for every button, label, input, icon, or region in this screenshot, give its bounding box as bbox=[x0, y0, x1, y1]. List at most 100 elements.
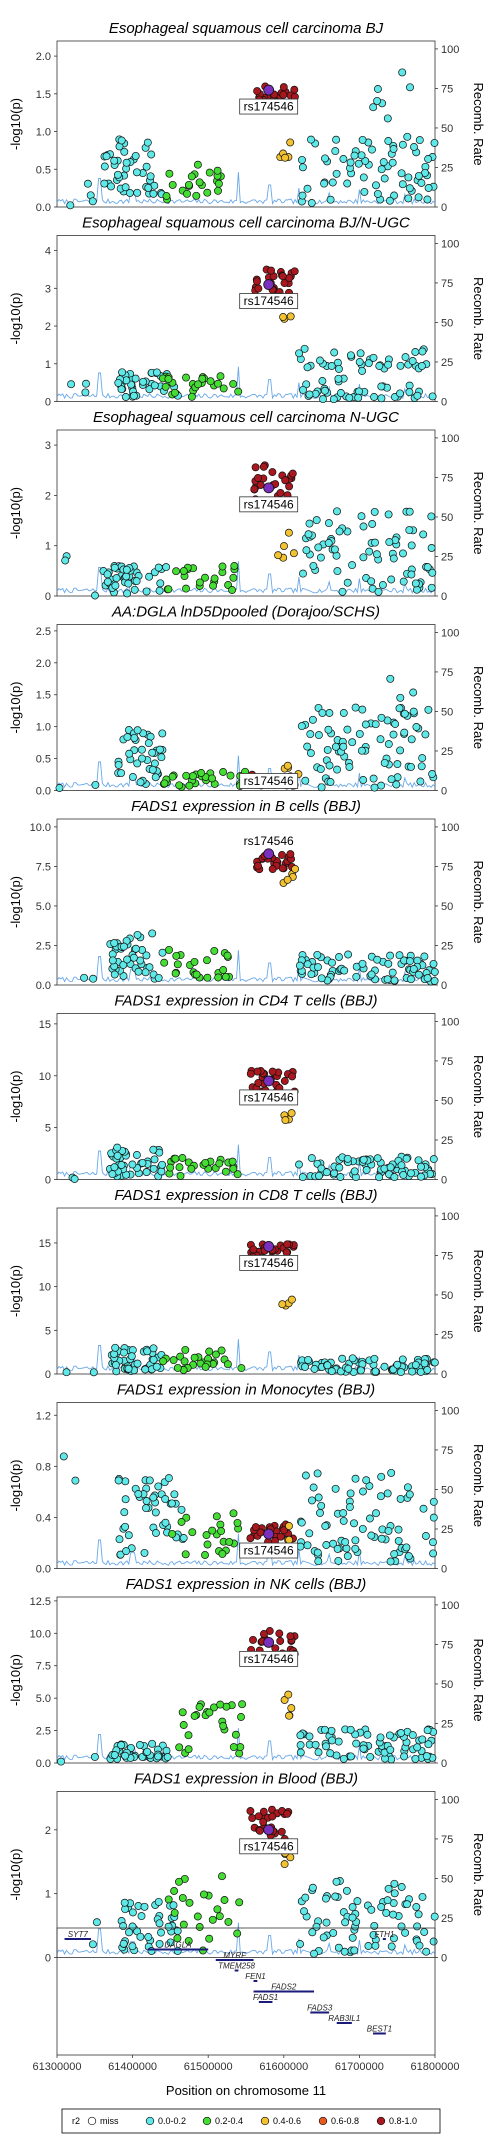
y2-tick-label: 75 bbox=[441, 1834, 453, 1846]
y2-tick-label: 25 bbox=[441, 1913, 453, 1925]
snp-point bbox=[117, 136, 126, 145]
snp-point bbox=[59, 1452, 68, 1461]
snp-point bbox=[343, 725, 352, 734]
snp-point bbox=[429, 1538, 437, 1547]
snp-point bbox=[326, 778, 335, 786]
snp-point bbox=[309, 1483, 318, 1492]
snp-point bbox=[372, 550, 381, 559]
snp-point bbox=[396, 1494, 405, 1503]
snp-point bbox=[412, 1903, 421, 1911]
snp-point bbox=[173, 1363, 182, 1372]
snp-point bbox=[380, 758, 389, 767]
snp-point bbox=[424, 155, 433, 163]
snp-point bbox=[334, 374, 343, 383]
snp-point bbox=[165, 169, 174, 178]
snp-point bbox=[280, 1860, 289, 1869]
y-tick-label: 0.8 bbox=[36, 1461, 51, 1473]
snp-point bbox=[156, 579, 165, 588]
snp-point bbox=[206, 377, 215, 386]
snp-point bbox=[236, 1743, 245, 1752]
snp-point bbox=[314, 1493, 323, 1502]
snp-point bbox=[113, 1143, 122, 1152]
snp-point bbox=[259, 1817, 268, 1826]
snp-point bbox=[284, 1690, 293, 1699]
snp-point bbox=[183, 189, 191, 198]
y2-axis-label: Recomb. Rate bbox=[471, 82, 486, 165]
snp-point bbox=[331, 1484, 340, 1493]
y2-tick-label: 100 bbox=[441, 1794, 459, 1806]
snp-point bbox=[233, 1929, 242, 1938]
snp-point bbox=[303, 960, 312, 969]
snp-point bbox=[401, 1928, 410, 1937]
snp-point bbox=[371, 720, 380, 729]
snp-point bbox=[194, 380, 202, 389]
snp-point bbox=[142, 162, 151, 171]
snp-point bbox=[407, 735, 416, 744]
snp-point bbox=[296, 1741, 305, 1750]
y2-tick-label: 0 bbox=[441, 397, 447, 409]
snp-point bbox=[401, 353, 410, 362]
legend-label: miss bbox=[100, 2116, 119, 2126]
snp-point bbox=[303, 184, 312, 193]
snp-point bbox=[400, 1752, 409, 1761]
snp-point bbox=[331, 742, 340, 751]
snp-point bbox=[386, 1745, 395, 1754]
gene-best1-label: BEST1 bbox=[367, 2025, 392, 2034]
snp-point bbox=[173, 1934, 182, 1943]
recombination-rate-line bbox=[56, 366, 436, 400]
y-axis-label: -log10(p) bbox=[8, 1265, 23, 1317]
snp-point bbox=[348, 1933, 357, 1942]
snp-point bbox=[156, 745, 164, 754]
snp-point bbox=[353, 1897, 362, 1906]
y2-tick-label: 25 bbox=[441, 1718, 453, 1730]
snp-point bbox=[160, 958, 169, 967]
snp-point bbox=[394, 1525, 403, 1534]
snp-point bbox=[195, 178, 204, 187]
y2-tick-label: 0 bbox=[441, 1953, 447, 1965]
snp-point bbox=[286, 1632, 295, 1641]
y-tick-label: 1 bbox=[45, 359, 51, 371]
legend-items: miss 0.0-0.2 0.2-0.4 0.4-0.6 0.6-0.8 0.8-1.0 bbox=[87, 2116, 417, 2126]
snp-point bbox=[334, 364, 343, 373]
snp-point bbox=[125, 1928, 133, 1937]
snp-point bbox=[307, 199, 316, 207]
snp-point bbox=[219, 1722, 228, 1730]
lead-snp-label: rs174546 bbox=[244, 1839, 294, 1853]
snp-point bbox=[331, 147, 340, 156]
snp-point bbox=[138, 754, 146, 763]
snp-point bbox=[131, 151, 140, 160]
snp-point bbox=[176, 1171, 185, 1180]
panel-frame bbox=[56, 429, 436, 597]
snp-point bbox=[296, 1731, 305, 1740]
snp-point bbox=[119, 972, 128, 980]
snp-point bbox=[408, 1731, 417, 1740]
snp-point bbox=[225, 1537, 234, 1546]
snp-point bbox=[124, 579, 133, 588]
snp-point bbox=[380, 174, 389, 183]
snp-point bbox=[406, 83, 414, 92]
snp-point bbox=[117, 769, 126, 778]
snp-point bbox=[182, 584, 190, 593]
snp-point bbox=[214, 179, 223, 188]
snp-point bbox=[407, 762, 415, 771]
snp-point bbox=[302, 546, 311, 555]
snp-point bbox=[162, 1746, 171, 1755]
y2-tick-label: 25 bbox=[441, 1329, 453, 1341]
snp-point bbox=[384, 1884, 393, 1893]
snp-point bbox=[403, 1483, 412, 1492]
snp-point bbox=[203, 973, 212, 982]
snp-point bbox=[288, 469, 297, 478]
snp-point bbox=[418, 1735, 427, 1744]
panel-7: FADS1 expression in CD8 T cells (BBJ) 0 5 1… bbox=[8, 1187, 486, 1381]
snp-point bbox=[332, 169, 341, 178]
snp-point bbox=[255, 1826, 264, 1835]
snp-point bbox=[373, 189, 382, 198]
snp-point bbox=[301, 776, 310, 785]
snp-point bbox=[351, 1474, 360, 1483]
snp-point bbox=[253, 1067, 262, 1076]
snp-point bbox=[168, 1529, 177, 1538]
snp-point bbox=[205, 1934, 214, 1943]
panel-1: Esophageal squamous cell carcinoma BJ 0.0… bbox=[8, 20, 486, 214]
recombination-rate-line bbox=[56, 172, 436, 206]
